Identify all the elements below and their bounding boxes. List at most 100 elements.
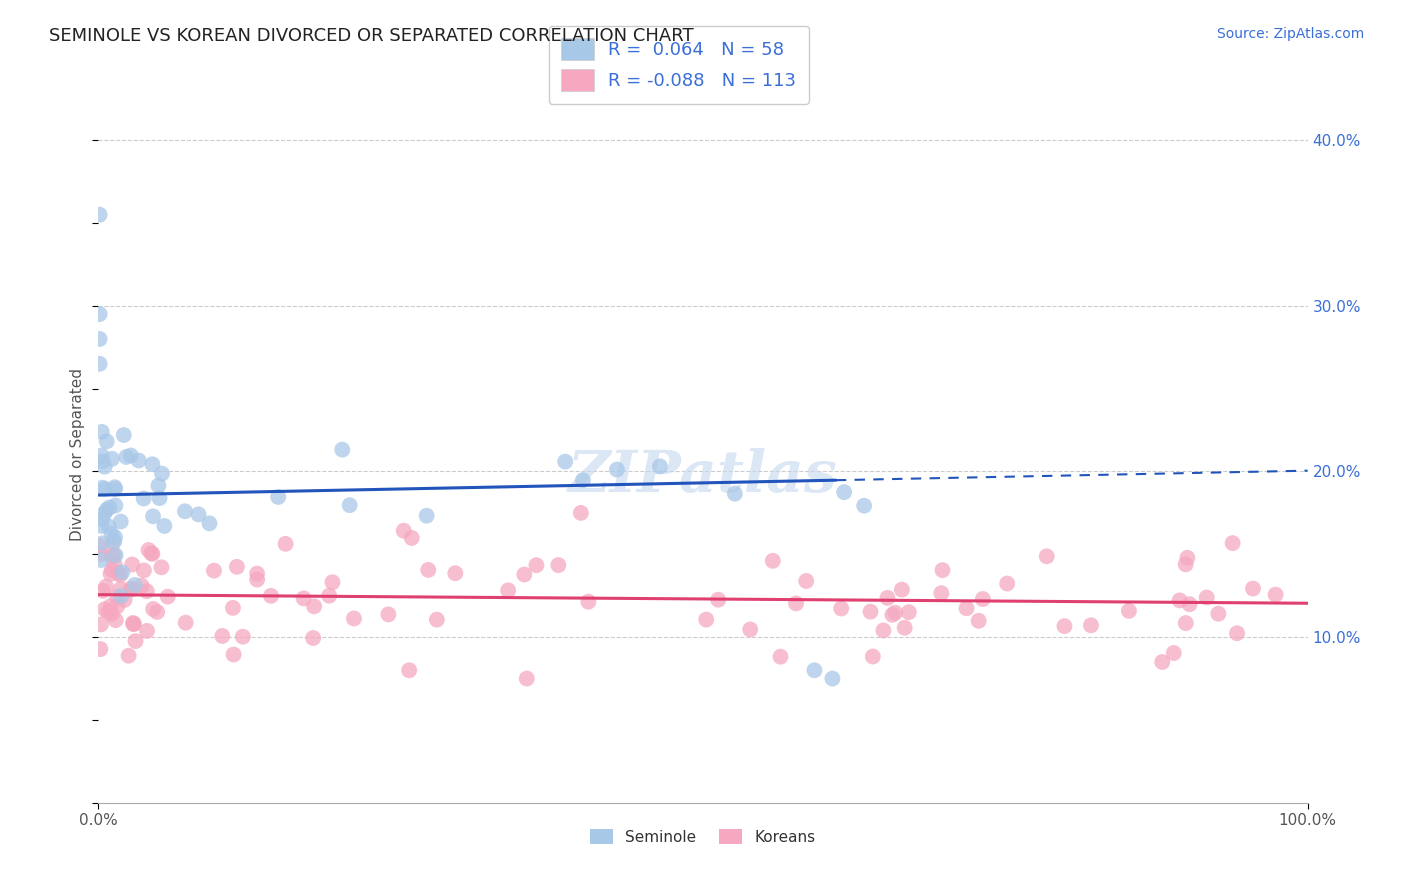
Point: [1195, 591, 1218, 605]
Point: [142, 602, 165, 616]
Point: [260, 589, 283, 603]
Point: [222, 648, 245, 662]
Point: [1208, 607, 1230, 621]
Point: [830, 601, 852, 615]
Point: [202, 564, 225, 578]
Point: [89, 208, 111, 222]
Text: SEMINOLE VS KOREAN DIVORCED OR SEPARATED CORRELATION CHART: SEMINOLE VS KOREAN DIVORCED OR SEPARATED…: [49, 27, 693, 45]
Point: [89, 642, 111, 657]
Point: [1035, 549, 1057, 564]
Point: [93, 459, 115, 474]
Point: [91, 481, 114, 495]
Point: [415, 508, 437, 523]
Point: [115, 450, 138, 464]
Point: [931, 586, 953, 600]
Point: [89, 307, 111, 321]
Point: [128, 453, 150, 467]
Point: [110, 568, 132, 582]
Point: [141, 457, 163, 471]
Point: [1226, 626, 1249, 640]
Point: [648, 459, 671, 474]
Point: [884, 606, 907, 620]
Point: [882, 607, 904, 622]
Point: [1152, 655, 1174, 669]
Point: [318, 589, 340, 603]
Point: [97, 605, 120, 619]
Point: [90, 425, 112, 439]
Point: [146, 605, 169, 619]
Point: [136, 624, 159, 638]
Point: [103, 534, 125, 549]
Point: [120, 449, 142, 463]
Point: [198, 516, 221, 531]
Point: [100, 566, 122, 581]
Point: [1174, 616, 1197, 631]
Point: [100, 607, 122, 621]
Point: [135, 584, 157, 599]
Point: [418, 563, 440, 577]
Point: [321, 575, 343, 590]
Point: [104, 548, 127, 562]
Point: [150, 560, 173, 574]
Point: [89, 547, 111, 561]
Point: [104, 558, 127, 572]
Point: [897, 605, 920, 619]
Text: Source: ZipAtlas.com: Source: ZipAtlas.com: [1216, 27, 1364, 41]
Point: [98, 500, 121, 515]
Point: [150, 467, 173, 481]
Point: [141, 547, 163, 561]
Point: [876, 591, 898, 605]
Point: [302, 631, 325, 645]
Point: [853, 499, 876, 513]
Point: [785, 596, 807, 610]
Point: [707, 592, 730, 607]
Point: [516, 672, 538, 686]
Point: [112, 428, 135, 442]
Y-axis label: Divorced or Separated: Divorced or Separated: [69, 368, 84, 541]
Point: [398, 663, 420, 677]
Point: [187, 508, 209, 522]
Point: [1174, 558, 1197, 572]
Point: [931, 563, 953, 577]
Point: [93, 506, 115, 520]
Point: [90, 553, 112, 567]
Point: [496, 583, 519, 598]
Point: [124, 634, 146, 648]
Point: [91, 454, 114, 468]
Point: [803, 663, 825, 677]
Point: [1163, 646, 1185, 660]
Point: [142, 509, 165, 524]
Point: [821, 672, 844, 686]
Point: [890, 582, 912, 597]
Point: [343, 611, 366, 625]
Point: [267, 490, 290, 504]
Point: [94, 482, 117, 496]
Point: [100, 599, 122, 613]
Point: [174, 615, 197, 630]
Point: [569, 506, 592, 520]
Point: [794, 574, 817, 588]
Point: [1178, 597, 1201, 611]
Point: [148, 478, 170, 492]
Point: [225, 559, 247, 574]
Point: [1168, 593, 1191, 607]
Point: [1118, 604, 1140, 618]
Point: [211, 629, 233, 643]
Point: [972, 592, 994, 607]
Point: [117, 648, 139, 663]
Point: [606, 462, 628, 476]
Point: [96, 434, 118, 449]
Point: [724, 486, 747, 500]
Point: [90, 617, 112, 632]
Point: [426, 613, 449, 627]
Point: [122, 617, 145, 632]
Point: [554, 455, 576, 469]
Point: [90, 449, 112, 463]
Point: [153, 519, 176, 533]
Point: [111, 565, 134, 579]
Point: [1053, 619, 1076, 633]
Point: [1241, 582, 1264, 596]
Point: [995, 576, 1018, 591]
Point: [121, 558, 143, 572]
Point: [392, 524, 415, 538]
